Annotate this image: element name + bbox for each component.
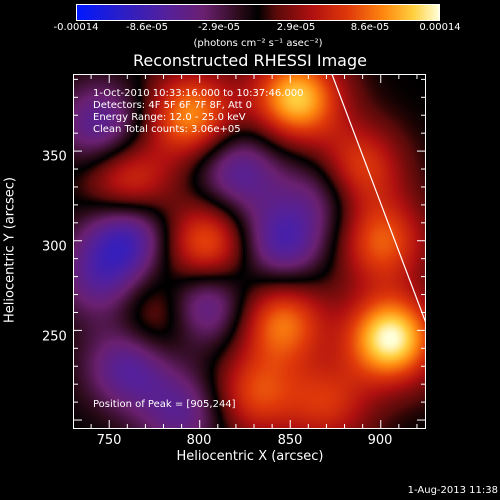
colorbar	[76, 4, 440, 21]
colorbar-tick: 0.00014	[419, 22, 461, 33]
annotation-clean: Clean Total counts: 3.06e+05	[93, 124, 241, 135]
colorbar-tick: -0.00014	[53, 22, 99, 33]
x-axis-label: Heliocentric X (arcsec)	[176, 449, 324, 464]
plot-area: 1-Oct-2010 10:33:16.000 to 10:37:46.000 …	[73, 74, 426, 429]
colorbar-tick: -8.6e-05	[126, 22, 168, 33]
y-axis-label: Heliocentric Y (arcsec)	[2, 177, 18, 323]
annotation-energy: Energy Range: 12.0 - 25.0 keV	[93, 112, 246, 123]
annotation-detectors: Detectors: 4F 5F 6F 7F 8F, Att 0	[93, 100, 253, 111]
annotation-peak: Position of Peak = [905,244]	[93, 399, 236, 410]
x-tick-label: 750	[96, 433, 122, 448]
plot-frame	[73, 74, 426, 429]
colorbar-gradient	[77, 5, 439, 20]
y-tick-label: 350	[42, 149, 67, 165]
x-tick-label: 850	[277, 433, 303, 448]
solar-limb-line	[331, 74, 426, 324]
colorbar-unit: (photons cm⁻² s⁻¹ asec⁻²)	[193, 38, 323, 49]
x-tick-label: 900	[367, 433, 393, 448]
colorbar-tick: 2.9e-05	[276, 22, 316, 33]
heatmap-image	[73, 74, 426, 429]
footer-date: 1-Aug-2013 11:38	[407, 485, 498, 496]
colorbar-tick: -2.9e-05	[198, 22, 240, 33]
x-tick-label: 800	[186, 433, 212, 448]
chart-title: Reconstructed RHESSI Image	[133, 51, 367, 70]
colorbar-tick: 8.6e-05	[350, 22, 390, 33]
annotation-time: 1-Oct-2010 10:33:16.000 to 10:37:46.000	[93, 88, 304, 99]
plot-axes	[73, 74, 426, 429]
y-tick-label: 250	[42, 329, 67, 345]
y-tick-label: 300	[42, 239, 67, 255]
